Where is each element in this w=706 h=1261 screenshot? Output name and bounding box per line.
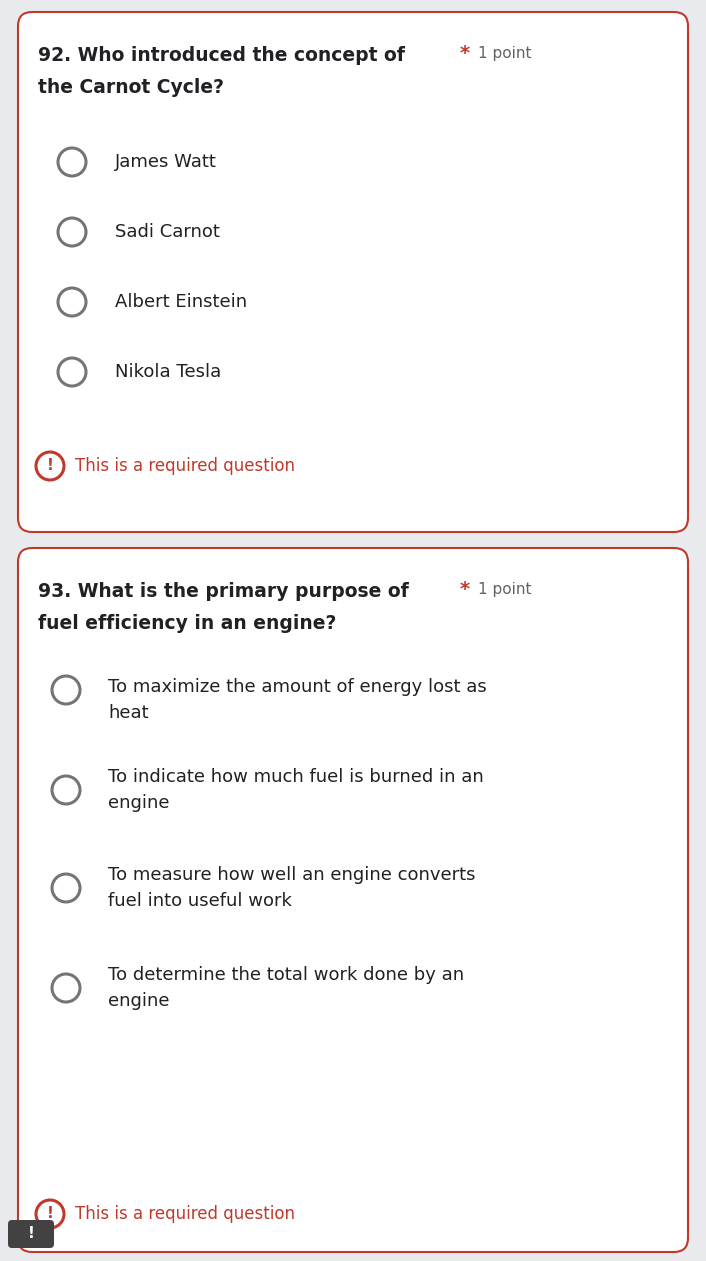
FancyBboxPatch shape [8,1219,54,1248]
Text: 92. Who introduced the concept of: 92. Who introduced the concept of [38,45,405,66]
Text: engine: engine [108,794,169,812]
Text: !: ! [28,1227,35,1242]
Text: James Watt: James Watt [115,153,217,171]
Text: fuel into useful work: fuel into useful work [108,892,292,910]
Text: Sadi Carnot: Sadi Carnot [115,223,220,241]
Circle shape [58,148,86,177]
FancyBboxPatch shape [18,13,688,532]
Circle shape [52,874,80,902]
Circle shape [36,1200,64,1228]
Text: 93. What is the primary purpose of: 93. What is the primary purpose of [38,583,409,601]
Circle shape [58,218,86,246]
Circle shape [52,676,80,704]
Circle shape [58,358,86,386]
Circle shape [58,288,86,317]
Text: To indicate how much fuel is burned in an: To indicate how much fuel is burned in a… [108,768,484,786]
Circle shape [36,451,64,480]
Text: *: * [460,44,470,63]
Text: This is a required question: This is a required question [75,1206,295,1223]
Circle shape [52,973,80,1002]
Text: the Carnot Cycle?: the Carnot Cycle? [38,78,224,97]
Text: To maximize the amount of energy lost as: To maximize the amount of energy lost as [108,678,486,696]
Text: To measure how well an engine converts: To measure how well an engine converts [108,866,476,884]
Text: Albert Einstein: Albert Einstein [115,293,247,311]
Text: heat: heat [108,704,149,723]
Text: Nikola Tesla: Nikola Tesla [115,363,221,381]
Text: !: ! [47,459,54,473]
Text: 1 point: 1 point [478,45,532,61]
Text: !: ! [47,1207,54,1222]
FancyBboxPatch shape [18,549,688,1252]
Text: This is a required question: This is a required question [75,456,295,475]
Text: To determine the total work done by an: To determine the total work done by an [108,966,464,984]
Circle shape [52,776,80,805]
Text: engine: engine [108,992,169,1010]
Text: *: * [460,580,470,599]
Text: 1 point: 1 point [478,583,532,596]
Text: fuel efficiency in an engine?: fuel efficiency in an engine? [38,614,336,633]
